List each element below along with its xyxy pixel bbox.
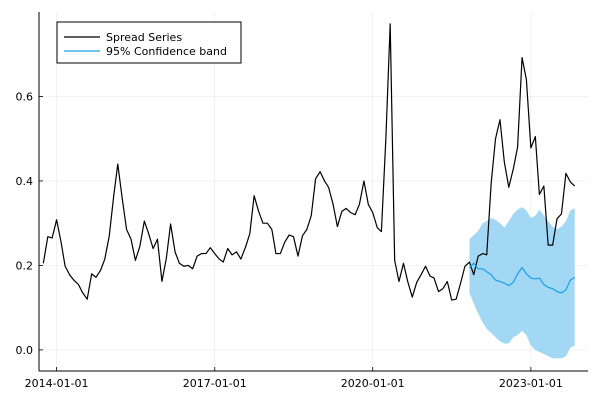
x-tick-label: 2014-01-01 [25, 377, 89, 390]
spread-series-line [42, 23, 576, 301]
series-lines [42, 23, 576, 301]
y-tick-label: 0.4 [16, 175, 34, 188]
tick-labels: 2014-01-01 2017-01-01 2020-01-01 2023-01-01… [16, 90, 563, 390]
x-tick-label: 2020-01-01 [341, 377, 405, 390]
x-tick-label: 2017-01-01 [183, 377, 247, 390]
y-tick-label: 0.0 [16, 344, 34, 357]
y-tick-label: 0.2 [16, 259, 34, 272]
legend: Spread Series 95% Confidence band [56, 21, 242, 64]
legend-label-confidence-band: 95% Confidence band [106, 45, 227, 58]
confidence-band-fill [469, 207, 575, 359]
x-tick-label: 2023-01-01 [499, 377, 563, 390]
grid [39, 12, 588, 371]
confidence-band-center-line [468, 262, 576, 294]
y-tick-label: 0.6 [16, 90, 34, 103]
axes [38, 12, 588, 372]
confidence-band-area [469, 207, 575, 359]
legend-box [56, 21, 242, 64]
legend-label-spread-series: Spread Series [106, 31, 182, 44]
